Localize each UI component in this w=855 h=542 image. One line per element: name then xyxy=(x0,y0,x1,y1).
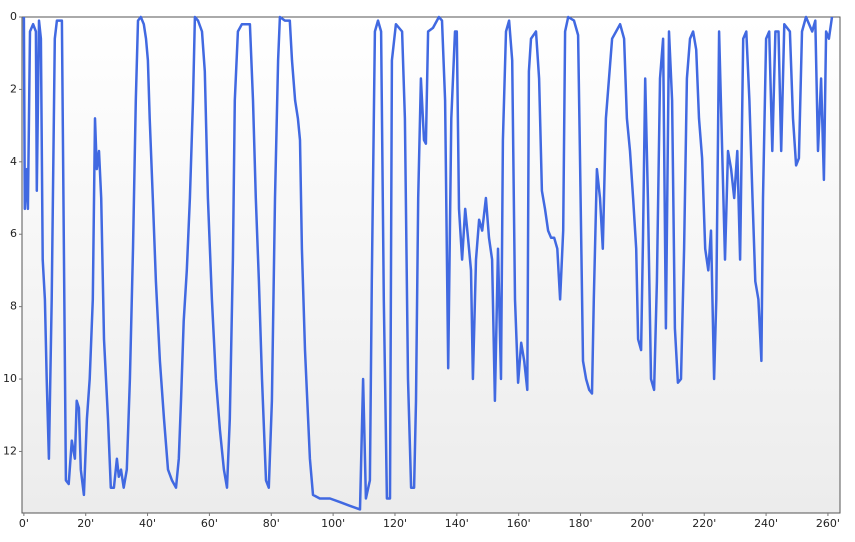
y-tick-label: 8 xyxy=(10,300,17,313)
y-tick-label: 2 xyxy=(10,82,17,95)
x-tick-label: 140' xyxy=(445,517,469,530)
x-tick-label: 260' xyxy=(816,517,840,530)
x-tick-label: 40' xyxy=(139,517,156,530)
plot-area xyxy=(21,16,841,514)
x-tick-label: 0' xyxy=(19,517,29,530)
x-tick-label: 20' xyxy=(77,517,94,530)
x-tick-label: 80' xyxy=(263,517,280,530)
y-tick-label: 10 xyxy=(3,372,17,385)
y-tick-label: 4 xyxy=(10,155,17,168)
y-tick-label: 6 xyxy=(10,227,17,240)
x-tick-label: 220' xyxy=(692,517,716,530)
x-tick-label: 240' xyxy=(754,517,778,530)
x-tick-label: 100' xyxy=(321,517,345,530)
x-tick-label: 200' xyxy=(630,517,654,530)
x-tick-label: 120' xyxy=(383,517,407,530)
x-tick-label: 160' xyxy=(507,517,531,530)
x-tick-label: 180' xyxy=(569,517,593,530)
y-tick-label: 0 xyxy=(10,10,17,23)
x-tick-label: 60' xyxy=(201,517,218,530)
depth-line xyxy=(22,15,834,511)
y-tick-label: 12 xyxy=(3,444,17,457)
